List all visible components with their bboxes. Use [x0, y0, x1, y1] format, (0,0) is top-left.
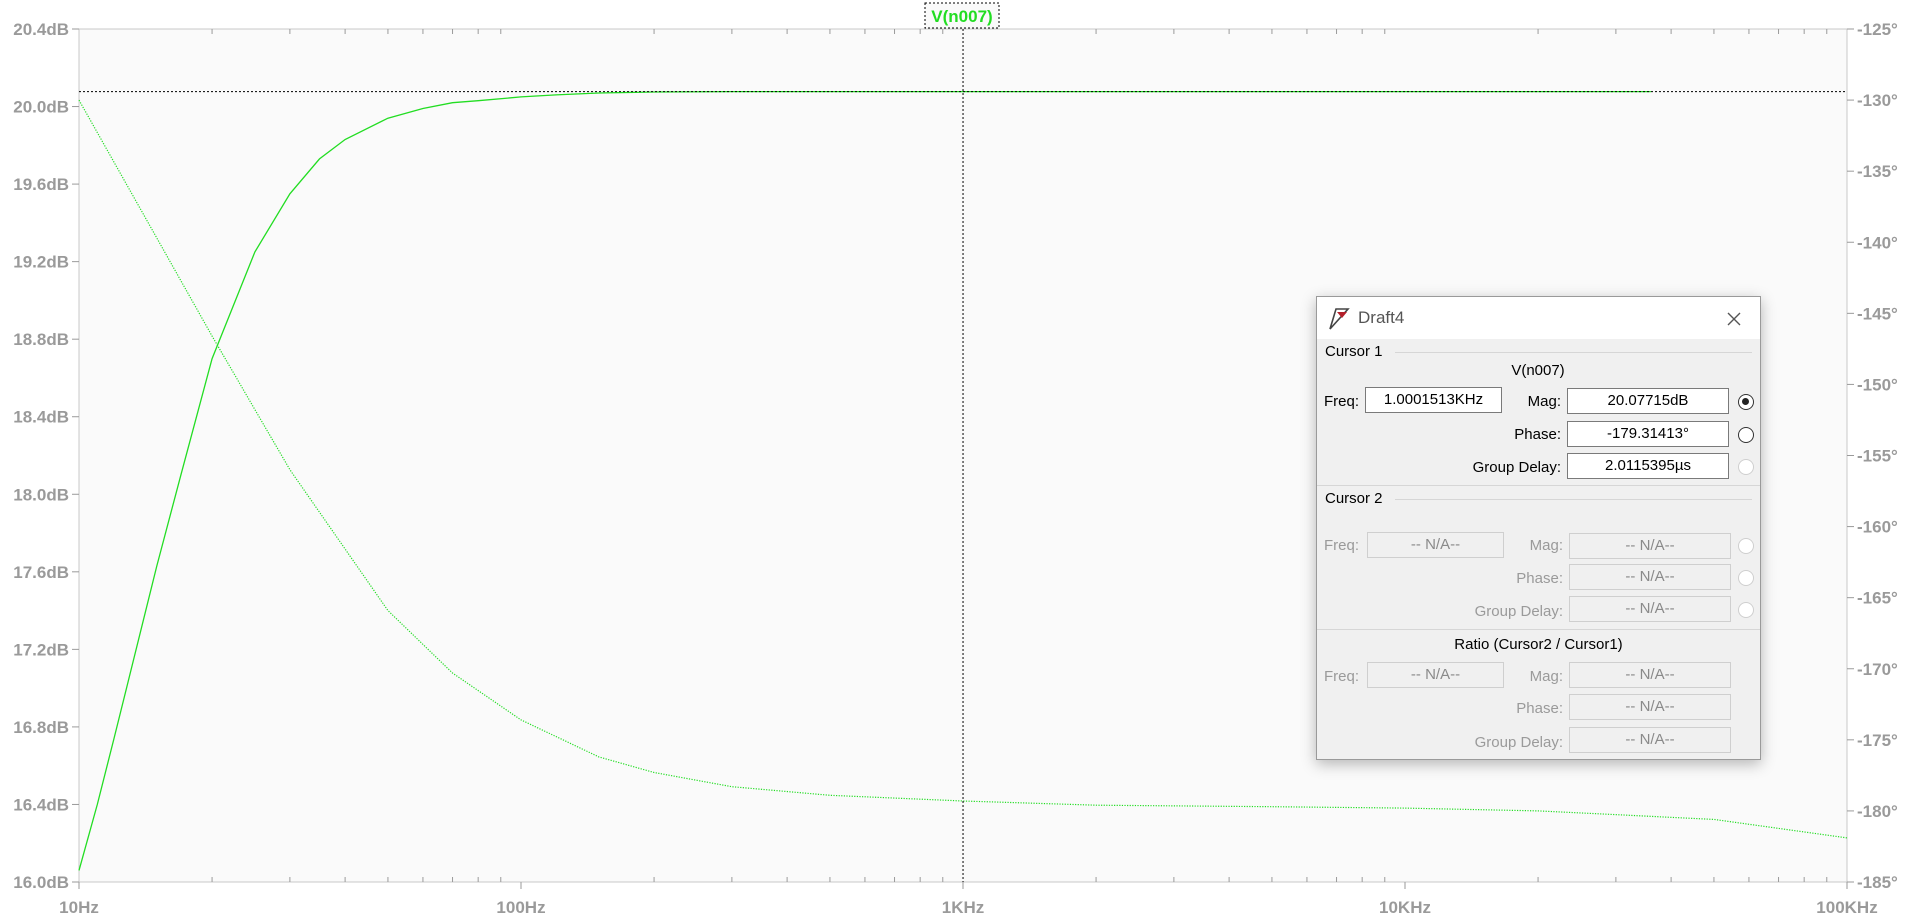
minor-ticks [211, 29, 1828, 882]
y-left-tick-label: 20.4dB [13, 20, 69, 39]
y-left-tick-label: 18.8dB [13, 330, 69, 349]
y-left-tick-label: 16.4dB [13, 795, 69, 814]
y-right-tick-label: -170° [1857, 660, 1898, 679]
series-layer [78, 90, 1848, 871]
cursor-layer[interactable] [79, 29, 1847, 882]
y-left-tick-label: 17.6dB [13, 563, 69, 582]
cursor2-mag-field[interactable]: -- N/A-- [1569, 533, 1731, 559]
trace-label[interactable]: V(n007) [931, 7, 992, 26]
ratio-gd-field[interactable]: -- N/A-- [1569, 727, 1731, 753]
cursor2-freq-field[interactable]: -- N/A-- [1367, 532, 1504, 558]
close-icon[interactable] [1721, 306, 1747, 332]
cursor1-trace-name: V(n007) [1511, 362, 1565, 379]
divider [1317, 629, 1760, 630]
cursor1-mag-radio[interactable] [1738, 394, 1754, 410]
x-tick-label: 100KHz [1816, 898, 1877, 917]
cursor1-mag-label: Mag: [1527, 393, 1561, 410]
cursor2-heading: Cursor 2 [1325, 490, 1383, 507]
dialog-title: Draft4 [1358, 308, 1405, 327]
cursor2-mag-radio[interactable] [1738, 538, 1754, 554]
cursor1-gd-field[interactable]: 2.0115395µs [1567, 453, 1729, 479]
ratio-mag-field[interactable]: -- N/A-- [1569, 662, 1731, 688]
y-left-tick-label: 18.4dB [13, 408, 69, 427]
cursor1-gd-label: Group Delay: [1472, 459, 1561, 476]
ratio-mag-label: Mag: [1529, 668, 1563, 685]
cursor1-freq-field[interactable]: 1.0001513KHz [1365, 387, 1502, 413]
x-tick-label: 10Hz [59, 898, 99, 917]
cursor2-gd-radio[interactable] [1738, 602, 1754, 618]
app-logo-icon [1329, 308, 1350, 330]
cursor1-gd-radio[interactable] [1738, 459, 1754, 475]
cursor2-phase-field[interactable]: -- N/A-- [1569, 564, 1731, 590]
cursor2-gd-field[interactable]: -- N/A-- [1569, 596, 1731, 622]
y-right-tick-label: -135° [1857, 162, 1898, 181]
y-right-tick-label: -185° [1857, 873, 1898, 892]
divider [1317, 485, 1760, 486]
y-right-tick-label: -125° [1857, 20, 1898, 39]
right-axis: -125° -130° -135° -140° -145° -150° -155° -160°… [1847, 20, 1898, 892]
ratio-phase-field[interactable]: -- N/A-- [1569, 694, 1731, 720]
y-right-tick-label: -165° [1857, 589, 1898, 608]
y-right-tick-label: -155° [1857, 447, 1898, 466]
left-axis: 20.4dB 20.0dB 19.6dB 19.2dB 18.8dB 18.4dB 18.0… [13, 20, 79, 892]
ratio-freq-label: Freq: [1323, 668, 1359, 685]
ratio-gd-label: Group Delay: [1474, 734, 1563, 751]
divider [1395, 352, 1752, 353]
y-left-tick-label: 19.6dB [13, 175, 69, 194]
y-right-tick-label: -175° [1857, 731, 1898, 750]
ratio-heading: Ratio (Cursor2 / Cursor1) [1454, 636, 1623, 653]
cursor2-phase-radio[interactable] [1738, 570, 1754, 586]
cursor1-heading: Cursor 1 [1325, 343, 1383, 360]
magnitude-trace [78, 90, 1651, 871]
y-left-tick-label: 17.2dB [13, 640, 69, 659]
ratio-phase-label: Phase: [1516, 700, 1563, 717]
cursor1-phase-radio[interactable] [1738, 427, 1754, 443]
y-right-tick-label: -140° [1857, 233, 1898, 252]
cursor2-freq-label: Freq: [1323, 537, 1359, 554]
y-right-tick-label: -130° [1857, 91, 1898, 110]
y-left-tick-label: 20.0dB [13, 98, 69, 117]
cursor1-phase-label: Phase: [1514, 426, 1561, 443]
y-right-tick-label: -145° [1857, 304, 1898, 323]
cursor1-mag-field[interactable]: 20.07715dB [1567, 388, 1729, 414]
cursor2-mag-label: Mag: [1529, 537, 1563, 554]
y-left-tick-label: 19.2dB [13, 253, 69, 272]
y-left-tick-label: 16.0dB [13, 873, 69, 892]
dialog-titlebar[interactable]: Draft4 [1317, 297, 1760, 339]
trace-label-box[interactable] [924, 2, 1000, 29]
cursor1-phase-field[interactable]: -179.31413° [1567, 421, 1729, 447]
y-left-tick-label: 16.8dB [13, 718, 69, 737]
cursor-dialog: Draft4 Cursor 1 V(n007) Freq: 1.0001513K… [1316, 296, 1761, 760]
y-right-tick-label: -150° [1857, 375, 1898, 394]
y-left-tick-label: 18.0dB [13, 485, 69, 504]
cursor2-gd-label: Group Delay: [1474, 603, 1563, 620]
cursor1-freq-label: Freq: [1323, 393, 1359, 410]
x-axis: 10Hz 100Hz 1KHz 10KHz 100KHz [59, 882, 1878, 917]
ratio-freq-field[interactable]: -- N/A-- [1367, 662, 1504, 688]
phase-trace [78, 99, 1848, 839]
divider [1395, 499, 1752, 500]
x-tick-label: 10KHz [1379, 898, 1431, 917]
y-right-tick-label: -160° [1857, 518, 1898, 537]
x-tick-label: 100Hz [496, 898, 545, 917]
x-tick-label: 1KHz [942, 898, 985, 917]
cursor2-phase-label: Phase: [1516, 570, 1563, 587]
y-right-tick-label: -180° [1857, 802, 1898, 821]
